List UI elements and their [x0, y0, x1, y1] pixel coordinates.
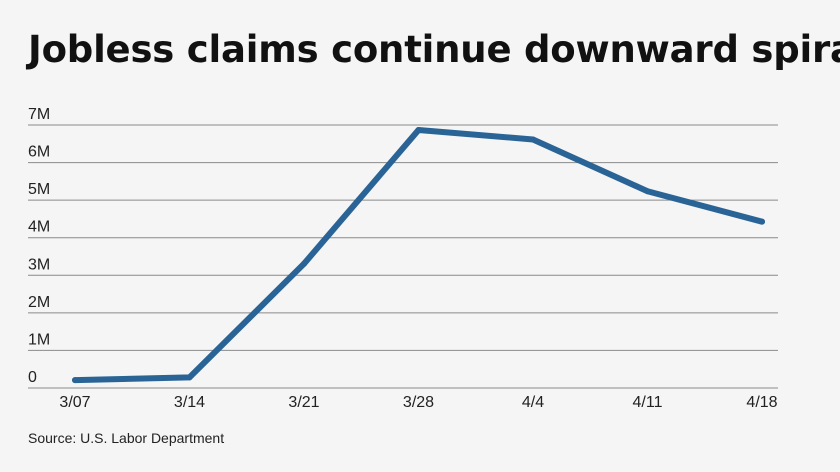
x-axis-ticks: 3/07 3/14 3/21 3/28 4/4 4/11 4/18	[59, 394, 777, 411]
data-point	[72, 377, 78, 384]
y-tick-label: 0	[28, 369, 37, 386]
x-tick-label: 3/14	[174, 394, 205, 411]
data-point	[530, 136, 536, 143]
y-tick-label: 1M	[28, 331, 50, 348]
source-note: Source: U.S. Labor Department	[28, 430, 225, 446]
data-point	[759, 218, 765, 225]
data-point	[644, 188, 651, 195]
y-tick-label: 2M	[28, 294, 50, 311]
series-line	[72, 126, 765, 384]
x-tick-label: 4/4	[522, 394, 544, 411]
x-tick-label: 3/07	[59, 394, 90, 411]
y-tick-label: 4M	[28, 219, 50, 236]
y-tick-label: 6M	[28, 144, 50, 161]
series-layer	[72, 126, 765, 384]
x-tick-label: 3/28	[403, 394, 434, 411]
x-tick-label: 4/18	[746, 394, 777, 411]
y-tick-label: 3M	[28, 256, 50, 273]
y-tick-label: 5M	[28, 181, 50, 198]
x-tick-label: 4/11	[633, 394, 663, 411]
data-point	[415, 126, 422, 133]
x-tick-label: 3/21	[288, 394, 319, 411]
data-point	[301, 260, 307, 267]
data-point	[186, 374, 193, 381]
y-tick-label: 7M	[28, 106, 50, 123]
y-axis-ticks: 0 1M 2M 3M 4M 5M 6M 7M	[28, 106, 50, 386]
chart-title: Jobless claims continue downward spiral	[28, 28, 840, 71]
gridlines	[28, 124, 778, 389]
